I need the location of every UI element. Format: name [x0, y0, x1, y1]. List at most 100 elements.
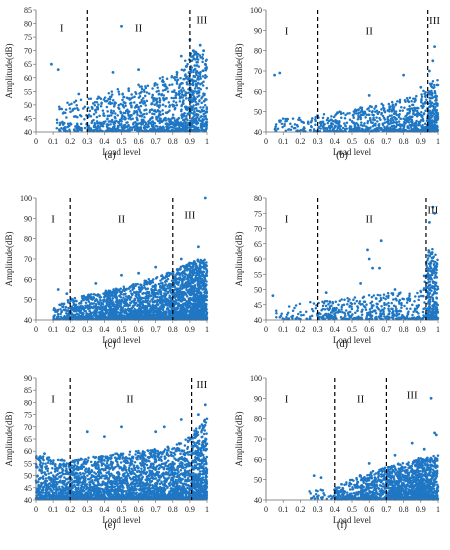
data-point — [122, 129, 126, 132]
data-point — [348, 125, 352, 128]
data-point — [158, 96, 161, 100]
data-point — [152, 100, 155, 103]
data-point — [302, 126, 306, 129]
data-point — [184, 285, 187, 288]
data-point — [168, 121, 172, 124]
data-point — [415, 106, 419, 110]
data-point — [64, 305, 68, 309]
data-point — [131, 117, 134, 121]
data-point — [395, 123, 399, 127]
scatter-points — [273, 45, 440, 133]
data-point — [138, 297, 142, 300]
data-point — [184, 117, 187, 121]
data-point — [193, 110, 196, 113]
data-point — [157, 110, 161, 113]
data-point — [199, 87, 202, 91]
data-point — [144, 104, 147, 107]
data-point — [433, 83, 436, 87]
data-point — [386, 109, 389, 112]
data-point — [338, 127, 341, 130]
data-point — [119, 305, 123, 308]
x-tick-label: 1 — [205, 137, 209, 146]
data-point — [183, 112, 186, 115]
data-point — [92, 313, 96, 317]
data-point — [140, 123, 143, 126]
data-point — [134, 308, 137, 311]
data-point — [105, 290, 109, 294]
data-point — [170, 96, 173, 100]
data-point — [125, 96, 129, 99]
data-point — [74, 307, 77, 310]
data-point — [196, 55, 199, 58]
data-point — [181, 118, 185, 122]
x-tick-label: 0.6 — [134, 137, 144, 146]
data-point — [175, 104, 179, 107]
data-point — [181, 283, 184, 286]
data-point — [180, 295, 184, 298]
data-point — [131, 285, 135, 289]
data-point — [107, 114, 111, 118]
data-point — [359, 117, 362, 121]
data-point — [154, 317, 158, 320]
data-point — [293, 126, 297, 130]
data-point — [185, 277, 188, 280]
data-point — [278, 120, 281, 124]
data-point — [93, 104, 97, 107]
data-point — [385, 126, 389, 129]
data-point — [151, 129, 155, 133]
data-point — [175, 73, 179, 76]
data-point — [395, 121, 398, 125]
data-point — [148, 109, 152, 112]
data-point — [179, 54, 183, 58]
data-point — [92, 125, 96, 129]
data-point — [130, 113, 133, 117]
data-point — [123, 123, 126, 127]
data-point — [152, 289, 156, 293]
data-point — [191, 99, 194, 102]
data-point — [194, 70, 198, 74]
data-point — [89, 115, 93, 118]
data-point — [326, 121, 330, 125]
data-point — [129, 314, 133, 318]
data-point — [178, 100, 182, 103]
data-point — [154, 277, 158, 280]
data-point — [165, 316, 169, 319]
data-point — [295, 123, 299, 127]
data-point — [89, 311, 93, 314]
data-point — [75, 115, 78, 118]
data-point — [186, 119, 189, 122]
data-point — [91, 102, 95, 105]
data-point — [134, 128, 137, 131]
data-point — [184, 293, 188, 296]
data-point — [121, 104, 125, 108]
data-point — [430, 128, 434, 132]
data-point — [435, 94, 438, 98]
data-point — [345, 121, 349, 124]
data-point — [135, 105, 138, 109]
data-point — [121, 114, 124, 117]
data-point — [131, 292, 134, 296]
x-tick-label: 0.1 — [48, 137, 58, 146]
data-point — [58, 123, 62, 127]
data-point — [186, 77, 190, 81]
data-point — [391, 108, 394, 111]
data-point — [94, 111, 98, 114]
data-point — [398, 124, 401, 127]
data-point — [202, 118, 206, 121]
data-point — [127, 295, 131, 299]
data-point — [189, 104, 192, 108]
data-point — [424, 94, 427, 98]
data-point — [185, 127, 188, 131]
data-point — [430, 89, 433, 93]
data-point — [177, 276, 181, 280]
y-tick-label: 85 — [24, 6, 32, 15]
data-point — [153, 122, 157, 125]
data-point — [174, 275, 177, 278]
data-point — [88, 109, 92, 113]
data-point — [382, 109, 386, 112]
data-point — [168, 313, 171, 316]
data-point — [181, 298, 185, 302]
data-point — [168, 305, 172, 308]
data-point — [120, 118, 123, 121]
